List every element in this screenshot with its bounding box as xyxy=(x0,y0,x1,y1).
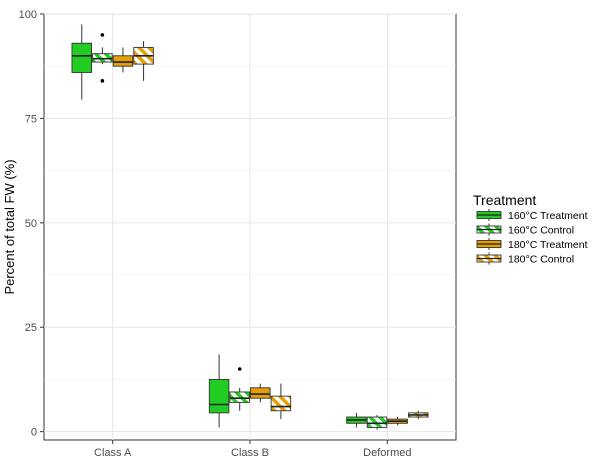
legend-entry: 160°C Control xyxy=(476,223,574,237)
box-rect xyxy=(208,378,230,414)
legend-entry: 160°C Treatment xyxy=(476,209,588,222)
box-group xyxy=(92,33,113,83)
box-group xyxy=(133,41,154,81)
legend-entry: 180°C Treatment xyxy=(476,238,588,251)
box-group xyxy=(229,367,250,411)
outlier-point xyxy=(100,79,105,83)
legend-entry: 180°C Control xyxy=(476,252,574,266)
legend-title: Treatment xyxy=(473,192,536,208)
boxes-layer xyxy=(71,24,429,430)
box-group xyxy=(112,47,134,73)
box-group xyxy=(270,383,292,420)
box-rect xyxy=(229,391,250,403)
outlier-point xyxy=(237,367,242,371)
box-group xyxy=(387,417,408,426)
legend-label: 180°C Control xyxy=(508,254,574,266)
box-rect xyxy=(366,416,388,428)
legend-label: 160°C Control xyxy=(508,225,574,237)
box-group xyxy=(208,354,230,428)
y-tick-label: 50 xyxy=(25,218,37,230)
box-group xyxy=(346,412,367,428)
box-rect xyxy=(112,55,134,67)
outlier-point xyxy=(100,33,105,37)
box-group xyxy=(407,410,429,420)
box-rect xyxy=(250,387,271,399)
x-tick-label: Class A xyxy=(94,447,132,459)
x-tick-label: Class B xyxy=(231,447,269,459)
grid-lines xyxy=(44,13,456,440)
y-tick-label: 25 xyxy=(25,322,37,334)
y-tick-label: 100 xyxy=(19,9,37,21)
legend-label: 160°C Treatment xyxy=(508,210,588,222)
legend: Treatment 160°C Treatment 160°C Control 18… xyxy=(473,192,588,266)
legend-label: 180°C Treatment xyxy=(508,239,588,251)
x-tick-label: Deformed xyxy=(363,447,411,459)
box-group xyxy=(250,383,271,403)
box-rect xyxy=(71,42,93,73)
y-tick-label: 75 xyxy=(25,113,37,125)
box-rect xyxy=(270,395,292,412)
y-tick-label: 0 xyxy=(31,427,37,439)
y-axis-label: Percent of total FW (%) xyxy=(2,159,17,294)
axes-layer: 0 25 50 75 100 Class A Class B Deformed xyxy=(19,9,412,459)
box-group xyxy=(71,24,93,100)
box-group xyxy=(366,414,388,430)
box-rect xyxy=(92,53,113,63)
